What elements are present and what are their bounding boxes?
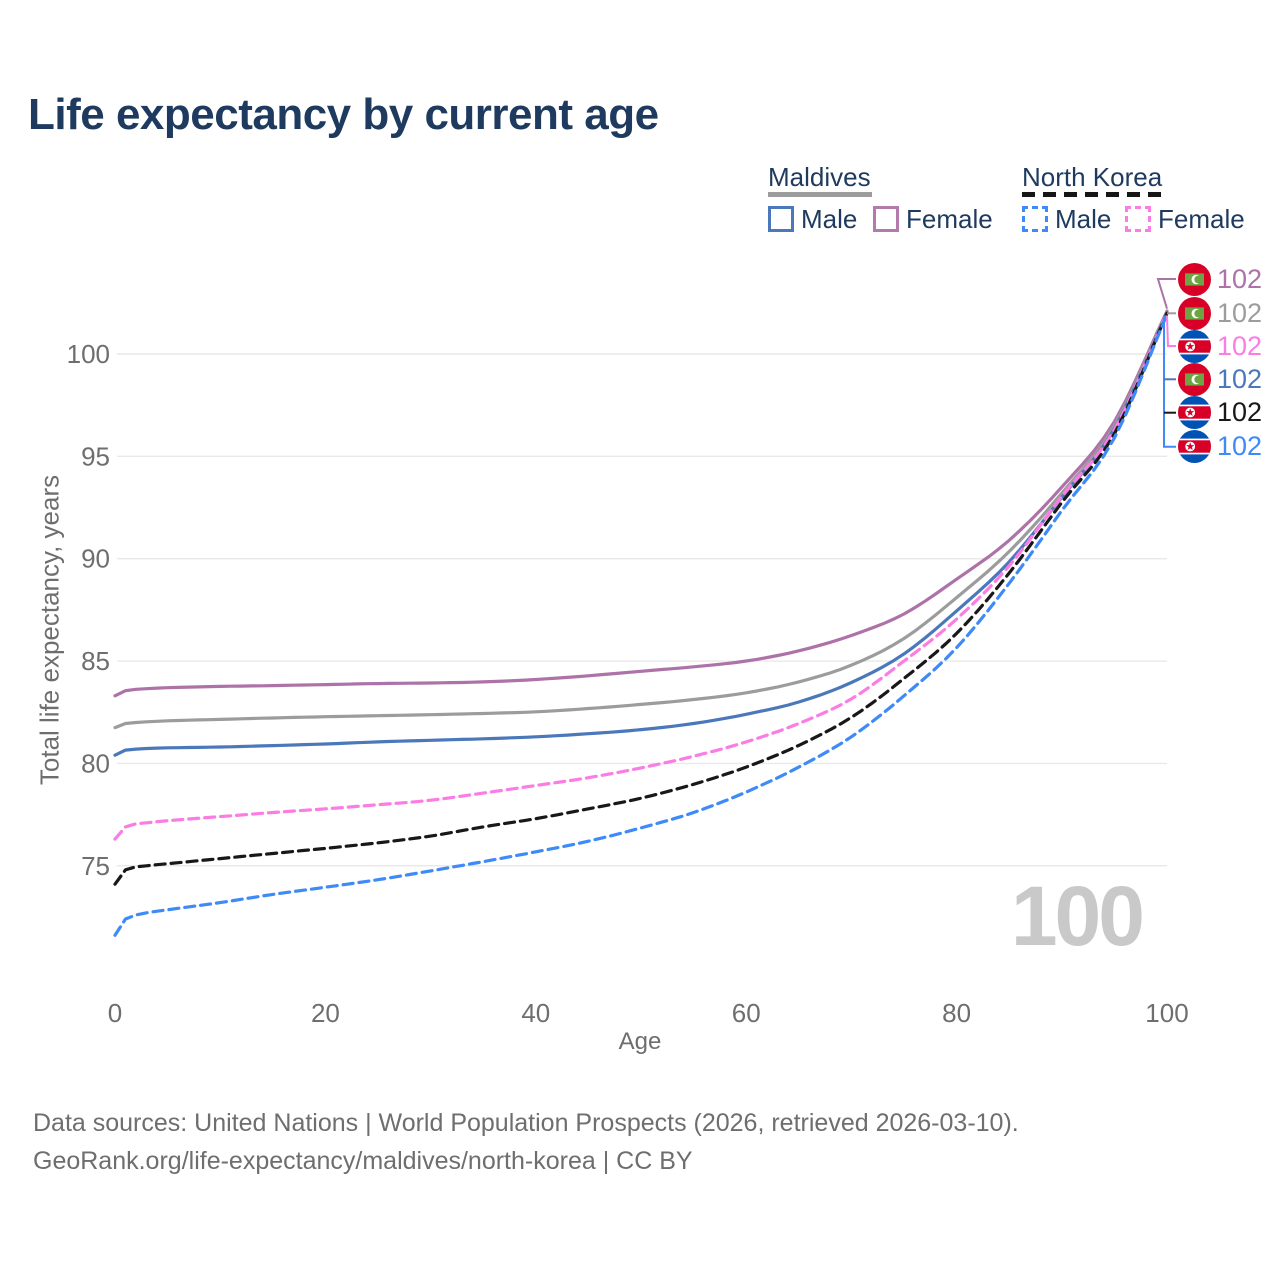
legend-label: Male (1055, 203, 1112, 234)
maldives-male-swatch-icon (768, 206, 794, 232)
maldives-flag-icon (1178, 296, 1211, 330)
legend-label: Female (906, 203, 993, 234)
series-line-maldives-female (113, 309, 1169, 698)
y-axis-title: Total life expectancy, years (34, 474, 65, 786)
legend-label: Female (1158, 203, 1245, 234)
north-korea-female-swatch-icon (1125, 206, 1151, 232)
end-label-leader-lines (1156, 278, 1176, 448)
y-tick-label: 90 (81, 544, 110, 574)
age-watermark: 100 (1010, 869, 1145, 963)
maldives-female-swatch-icon (873, 206, 899, 232)
y-tick-label: 100 (67, 339, 110, 369)
footer-attribution: GeoRank.org/life-expectancy/maldives/nor… (33, 1147, 693, 1175)
series-line-north-korea-both-sexes (113, 311, 1169, 886)
y-tick-label: 85 (81, 646, 110, 676)
x-tick-label: 0 (108, 998, 122, 1028)
end-label-row: 102 (1178, 329, 1263, 363)
legend-group-maldives-title[interactable]: Maldives (768, 162, 871, 192)
end-label-value: 102 (1217, 363, 1263, 394)
north-korea-flag-icon (1178, 430, 1211, 464)
end-label-value: 102 (1217, 297, 1263, 328)
legend-item-north-korea-male[interactable]: Male (1022, 203, 1112, 234)
end-label-value: 102 (1217, 263, 1263, 294)
north-korea-male-swatch-icon (1022, 206, 1048, 232)
end-label-row: 102 (1178, 362, 1263, 396)
series-line-north-korea-female (113, 311, 1169, 841)
legend-item-north-korea-female[interactable]: Female (1125, 203, 1245, 234)
end-label-value: 102 (1217, 330, 1263, 361)
end-label-row: 102 (1178, 262, 1263, 296)
maldives-flag-icon (1178, 262, 1211, 296)
legend-label: Male (801, 203, 858, 234)
legend-maldives-line-swatch (768, 192, 872, 197)
legend-group-north-korea-title[interactable]: North Korea (1022, 162, 1163, 192)
legend-item-maldives-male[interactable]: Male (768, 203, 858, 234)
y-tick-label: 75 (81, 851, 110, 881)
end-label-row: 102 (1178, 396, 1263, 430)
page-title: Life expectancy by current age (28, 90, 659, 139)
series-line-north-korea-male (113, 312, 1169, 937)
end-label-value: 102 (1217, 397, 1263, 428)
maldives-flag-icon (1178, 362, 1211, 396)
north-korea-flag-icon (1178, 329, 1211, 363)
series-line-maldives-male (113, 311, 1169, 757)
legend-north-korea-line-swatch (1022, 192, 1167, 197)
x-tick-label: 80 (942, 998, 971, 1028)
x-tick-label: 100 (1145, 998, 1188, 1028)
legend-item-maldives-female[interactable]: Female (873, 203, 993, 234)
y-tick-label: 95 (81, 441, 110, 471)
end-label-value: 102 (1217, 431, 1263, 462)
x-tick-label: 40 (521, 998, 550, 1028)
end-label-row: 102 (1178, 430, 1263, 464)
x-axis-title: Age (618, 1028, 662, 1055)
end-label-row: 102 (1178, 296, 1263, 330)
north-korea-flag-icon (1178, 396, 1211, 430)
footer-data-sources: Data sources: United Nations | World Pop… (33, 1109, 1019, 1137)
x-tick-label: 20 (311, 998, 340, 1028)
series-line-maldives-both-sexes (113, 310, 1169, 730)
y-tick-label: 80 (81, 748, 110, 778)
gridlines: 75 80 85 90 95 100 (67, 339, 1167, 881)
x-tick-label: 60 (732, 998, 761, 1028)
